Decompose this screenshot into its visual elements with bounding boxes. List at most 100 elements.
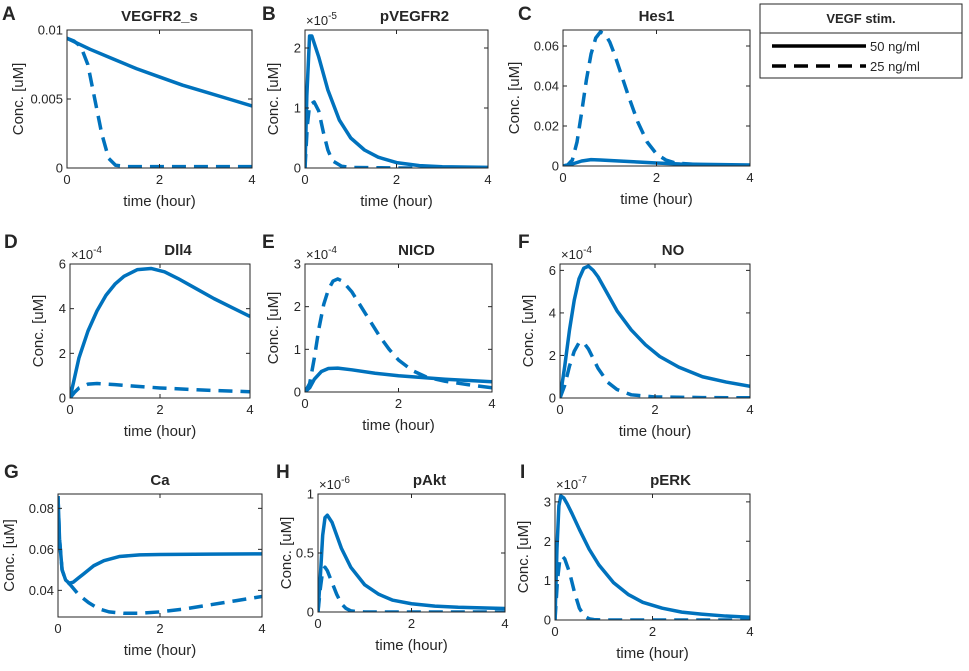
series-line-50ng — [555, 494, 750, 620]
y-tick-label: 3 — [294, 257, 301, 272]
y-tick-label: 3 — [544, 494, 551, 509]
x-axis-label: time (hour) — [124, 642, 197, 659]
series-line-50ng — [560, 264, 750, 398]
panel-letter: G — [4, 462, 19, 483]
y-tick-label: 0.04 — [29, 583, 54, 598]
x-tick-label: 0 — [559, 170, 566, 185]
x-tick-label: 2 — [651, 402, 658, 417]
panel-letter: B — [262, 4, 276, 25]
panel-h: H 0 2 4 0 0.5 1 ×10-6 pAkt time (hour) Conc. [uM] — [276, 462, 509, 654]
series-line-25ng — [305, 100, 488, 168]
x-tick-label: 4 — [248, 172, 255, 187]
y-axis-label: Conc. [uM] — [265, 63, 282, 136]
y-tick-label: 0.005 — [30, 92, 63, 107]
y-axis-label: Conc. [uM] — [278, 517, 295, 590]
x-tick-label: 4 — [246, 402, 253, 417]
axes-frame — [317, 493, 506, 613]
legend-label-25: 25 ng/ml — [870, 59, 920, 74]
panel-letter: D — [4, 232, 18, 253]
panel-letter: F — [518, 232, 530, 253]
x-tick-label: 0 — [301, 172, 308, 187]
y-tick-label: 2 — [294, 41, 301, 56]
x-tick-label: 4 — [746, 402, 753, 417]
x-tick-label: 2 — [156, 621, 163, 636]
panel-letter: A — [2, 4, 16, 25]
y-tick-label: 2 — [294, 299, 301, 314]
x-tick-label: 0 — [66, 402, 73, 417]
y-tick-label: 1 — [307, 487, 314, 502]
x-axis-label: time (hour) — [123, 193, 196, 210]
y-tick-label: 0.08 — [29, 501, 54, 516]
x-tick-label: 2 — [156, 402, 163, 417]
panel-f: F 0 2 4 0 2 4 6 ×10-4 NO time (hour) Conc. [uM] — [518, 232, 754, 440]
x-axis-label: time (hour) — [362, 417, 435, 434]
panel-d: D 0 2 4 0 2 4 6 ×10-4 Dll4 time (hour) Conc. [uM] — [4, 232, 254, 440]
panel-title: NO — [662, 242, 685, 259]
y-tick-label: 2 — [59, 346, 66, 361]
panel-e: E 0 2 4 0 1 2 3 ×10-4 NICD time (hour) Conc. [uM] — [262, 232, 496, 434]
panel-letter: H — [276, 462, 290, 483]
x-axis-label: time (hour) — [124, 423, 197, 440]
x-tick-label: 0 — [54, 621, 61, 636]
y-tick-label: 1 — [544, 573, 551, 588]
x-tick-label: 2 — [156, 172, 163, 187]
axes-frame — [69, 263, 251, 399]
y-tick-label: 0.06 — [534, 39, 559, 54]
x-tick-label: 2 — [649, 624, 656, 639]
panel-b: B 0 2 4 0 1 2 ×10-5 pVEGFR2 time (hour) Conc. [uM] — [262, 4, 492, 210]
axis-exponent: ×10-4 — [561, 245, 592, 262]
y-tick-label: 0 — [294, 385, 301, 400]
panel-letter: I — [520, 462, 525, 483]
series-line-50ng — [70, 266, 250, 398]
x-axis-label: time (hour) — [616, 645, 689, 662]
panel-title: Ca — [150, 472, 170, 489]
panel-letter: C — [518, 4, 532, 25]
axes-frame — [559, 263, 751, 399]
panel-title: pVEGFR2 — [380, 8, 449, 25]
y-axis-label: Conc. [uM] — [506, 62, 523, 135]
y-tick-label: 0 — [59, 391, 66, 406]
x-axis-label: time (hour) — [360, 193, 433, 210]
y-tick-label: 2 — [544, 534, 551, 549]
y-tick-label: 0 — [544, 613, 551, 628]
y-tick-label: 0.04 — [534, 79, 559, 94]
y-tick-label: 4 — [549, 305, 556, 320]
series-line-25ng — [563, 30, 750, 166]
x-tick-label: 0 — [301, 396, 308, 411]
legend-title: VEGF stim. — [826, 11, 895, 26]
series-line-50ng — [318, 513, 505, 612]
y-tick-label: 2 — [549, 348, 556, 363]
y-axis-label: Conc. [uM] — [10, 63, 27, 136]
axes-frame — [554, 493, 751, 621]
y-tick-label: 0 — [552, 159, 559, 174]
y-tick-label: 0.02 — [534, 119, 559, 134]
series-line-25ng — [555, 554, 750, 620]
x-axis-label: time (hour) — [619, 423, 692, 440]
y-tick-label: 1 — [294, 101, 301, 116]
x-tick-label: 0 — [63, 172, 70, 187]
panel-title: pAkt — [413, 472, 446, 489]
x-tick-label: 2 — [395, 396, 402, 411]
panel-letter: E — [262, 232, 275, 253]
x-tick-label: 0 — [551, 624, 558, 639]
x-tick-label: 4 — [258, 621, 265, 636]
y-tick-label: 1 — [294, 342, 301, 357]
series-line-25ng — [58, 495, 262, 616]
y-tick-label: 0 — [294, 161, 301, 176]
x-tick-label: 0 — [314, 616, 321, 631]
y-tick-label: 6 — [59, 257, 66, 272]
series-line-25ng — [305, 277, 492, 392]
x-tick-label: 4 — [484, 172, 491, 187]
y-tick-label: 0.5 — [296, 546, 314, 561]
x-tick-label: 4 — [501, 616, 508, 631]
panel-title: pERK — [650, 472, 691, 489]
axis-exponent: ×10-6 — [319, 475, 350, 492]
axis-exponent: ×10-4 — [71, 245, 102, 262]
x-tick-label: 4 — [488, 396, 495, 411]
series-line-25ng — [67, 36, 252, 168]
y-tick-label: 0 — [307, 605, 314, 620]
y-axis-label: Conc. [uM] — [30, 295, 47, 368]
panel-c: C 0 2 4 0 0.02 0.04 0.06 Hes1 time (hour) Conc. [u… — [506, 4, 754, 208]
axis-exponent: ×10-7 — [556, 475, 587, 492]
